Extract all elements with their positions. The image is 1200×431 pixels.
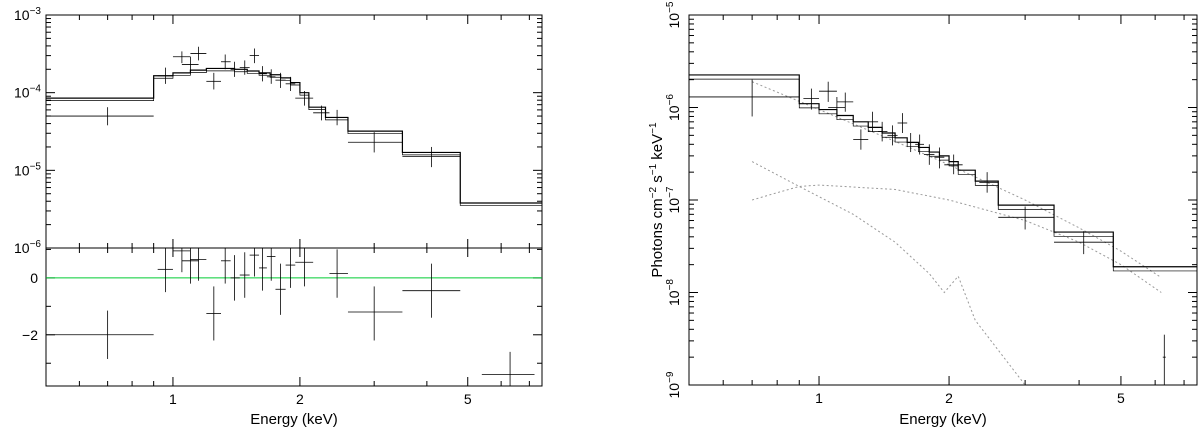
left-top-data-point (295, 91, 314, 106)
left-x-axis-label: Energy (keV) (250, 411, 338, 428)
left-top-data-point (329, 109, 348, 126)
right-model-line-secondary (689, 78, 1197, 272)
right-y-axis-label: Photons cm−2 s−1 keV−1 (648, 122, 666, 278)
left-top-data-point (206, 72, 222, 90)
right-data-point (1054, 231, 1114, 255)
left-top-spectrum-panel: 10−3 10−4 10−5 10−6 (14, 6, 543, 256)
right-ytick-label: 10−5 (665, 1, 682, 28)
left-top-data-point (46, 107, 154, 126)
right-data-point (689, 79, 800, 117)
left-top-data-point (313, 105, 330, 121)
left-top-ytick-label: 10−3 (14, 6, 41, 23)
left-bottom-data-point (221, 248, 231, 284)
left-top-data-point (347, 132, 403, 153)
left-bottom-data-point (266, 248, 276, 281)
left-bottom-data-point (347, 286, 403, 341)
left-bottom-xtick-label: 1 (169, 391, 177, 407)
right-data-point (1162, 334, 1166, 385)
left-bottom-plot-frame (45, 247, 543, 387)
right-data-point (828, 96, 846, 118)
left-top-data-point (221, 54, 231, 70)
right-data-point (907, 133, 916, 153)
right-data-point (836, 92, 854, 112)
left-bottom-data-point (295, 248, 314, 287)
left-top-data-point (172, 51, 191, 64)
right-ytick-label: 10−6 (665, 94, 682, 121)
right-data-point (944, 154, 963, 175)
left-bottom-data-point (46, 310, 154, 359)
right-model-component-line (751, 161, 1026, 386)
left-bottom-data-point (157, 248, 173, 293)
left-top-data-point (275, 72, 286, 88)
left-top-data-point (266, 69, 276, 84)
right-xtick-label: 5 (1117, 390, 1125, 406)
left-bottom-residuals-panel: 1 2 5 0 −2 (22, 247, 543, 407)
left-bottom-data-point (239, 252, 250, 298)
right-data-point (915, 134, 925, 155)
right-model-component-line (751, 81, 1162, 278)
right-data-point (878, 121, 888, 142)
left-bottom-data-point (329, 249, 348, 298)
left-top-data-point (402, 146, 461, 168)
right-unfolded-spectrum-panel: 1 2 5 10−5 10−6 10−7 10−8 10−9 (665, 1, 1198, 406)
left-bottom-data-point (206, 286, 222, 341)
left-top-plot-frame (45, 14, 543, 249)
left-bottom-data-point (481, 351, 535, 386)
left-bottom-data-point (249, 248, 260, 277)
right-data-point (887, 125, 898, 146)
left-top-data-point (259, 66, 267, 82)
left-bottom-data-point (172, 248, 191, 273)
left-top-data-point (239, 60, 250, 75)
left-bottom-xtick-label: 5 (464, 391, 472, 407)
right-data-point (934, 147, 945, 169)
left-top-data-point (181, 56, 199, 73)
left-top-data-point (249, 48, 260, 64)
left-bottom-data-point (259, 248, 267, 291)
right-data-point (868, 111, 879, 132)
left-bottom-data-point (181, 248, 199, 284)
right-data-point (924, 144, 935, 165)
left-top-data-point (190, 46, 207, 61)
left-top-data-point (230, 61, 240, 77)
right-ytick-label: 10−9 (665, 371, 682, 398)
right-ytick-label: 10−7 (665, 186, 682, 213)
left-top-ytick-label: 10−5 (14, 161, 41, 178)
right-plot-frame (688, 14, 1198, 386)
left-bottom-data-point (230, 255, 240, 301)
right-x-axis-label: Energy (keV) (899, 411, 987, 428)
right-xtick-label: 2 (945, 390, 953, 406)
left-top-model-line-secondary (46, 70, 542, 206)
right-model-component-line (751, 184, 1162, 293)
left-top-model-line (46, 67, 542, 204)
right-data-point (819, 81, 837, 102)
left-bottom-xtick-label: 2 (296, 391, 304, 407)
right-data-point (998, 206, 1055, 230)
right-ytick-label: 10−8 (665, 279, 682, 306)
left-top-data-point (285, 76, 296, 92)
right-data-point (897, 113, 908, 134)
left-top-ytick-label: 10−4 (14, 84, 41, 101)
right-xtick-label: 1 (815, 390, 823, 406)
left-top-ytick-label: 10−6 (14, 239, 41, 256)
left-top-data-point (157, 67, 173, 84)
right-data-point (803, 88, 820, 110)
right-model-line (689, 74, 1197, 268)
right-data-point (979, 172, 999, 193)
left-bottom-data-point (275, 263, 286, 315)
left-bottom-data-point (190, 248, 207, 281)
left-bottom-data-point (285, 248, 296, 288)
left-bottom-ytick-label: −2 (22, 327, 38, 343)
left-bottom-data-point (402, 263, 461, 318)
right-data-point (853, 129, 869, 150)
left-bottom-ytick-label: 0 (30, 270, 38, 286)
